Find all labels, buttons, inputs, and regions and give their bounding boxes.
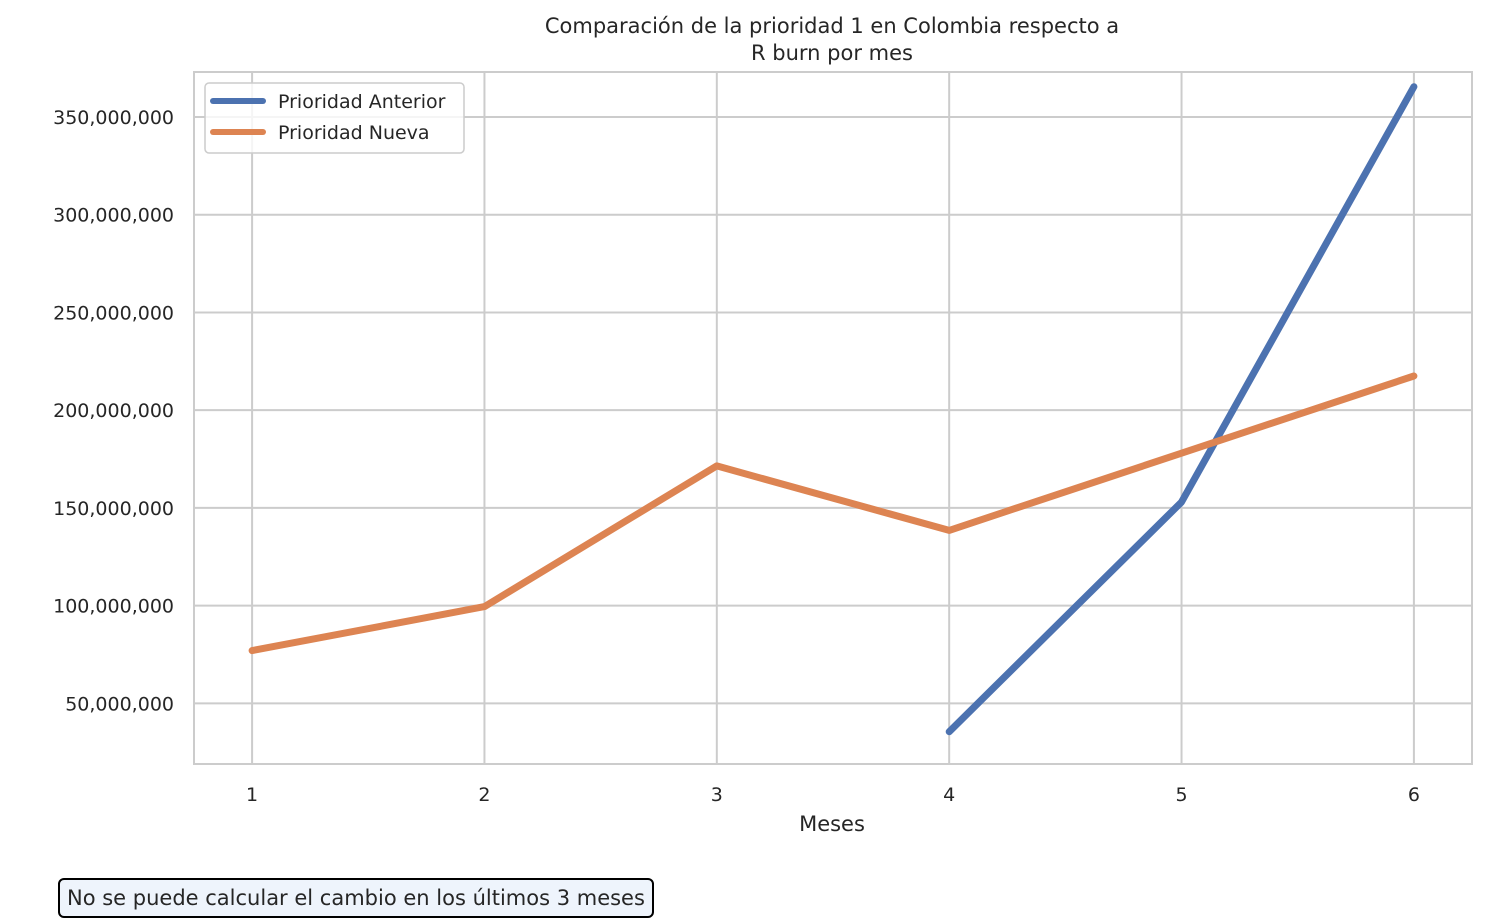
y-tick-label: 300,000,000: [53, 205, 174, 227]
x-tick-label: 1: [246, 784, 258, 806]
y-tick-label: 150,000,000: [53, 498, 174, 520]
legend-label-prioridad-anterior: Prioridad Anterior: [278, 91, 446, 113]
x-axis-ticks: 1 2 3 4 5 6: [246, 784, 1420, 806]
y-tick-label: 250,000,000: [53, 302, 174, 324]
y-axis-ticks: 50,000,000 100,000,000 150,000,000 200,000,…: [53, 107, 174, 715]
x-axis-label: Meses: [799, 812, 865, 836]
x-tick-label: 3: [711, 784, 723, 806]
legend-label-prioridad-nueva: Prioridad Nueva: [278, 122, 430, 144]
chart-title-line-2: R burn por mes: [751, 41, 913, 65]
chart-title-line-1: Comparación de la prioridad 1 en Colombi…: [545, 14, 1119, 38]
y-tick-label: 200,000,000: [53, 400, 174, 422]
y-tick-label: 100,000,000: [53, 596, 174, 618]
y-tick-label: 50,000,000: [65, 693, 174, 715]
y-tick-label: 350,000,000: [53, 107, 174, 129]
x-tick-label: 4: [943, 784, 955, 806]
note-box: No se puede calcular el cambio en los úl…: [58, 878, 654, 918]
series-line-prioridad-anterior: [945, 83, 1418, 736]
x-tick-label: 6: [1408, 784, 1420, 806]
legend: Prioridad Anterior Prioridad Nueva: [204, 82, 465, 154]
x-tick-label: 5: [1175, 784, 1187, 806]
note-text: No se puede calcular el cambio en los úl…: [67, 886, 645, 910]
series-lines: [248, 83, 1418, 736]
plot-frame: [193, 71, 1473, 765]
grid: [194, 72, 1472, 764]
x-tick-label: 2: [478, 784, 490, 806]
series-line-prioridad-nueva: [248, 372, 1418, 655]
legend-box: [204, 82, 465, 154]
